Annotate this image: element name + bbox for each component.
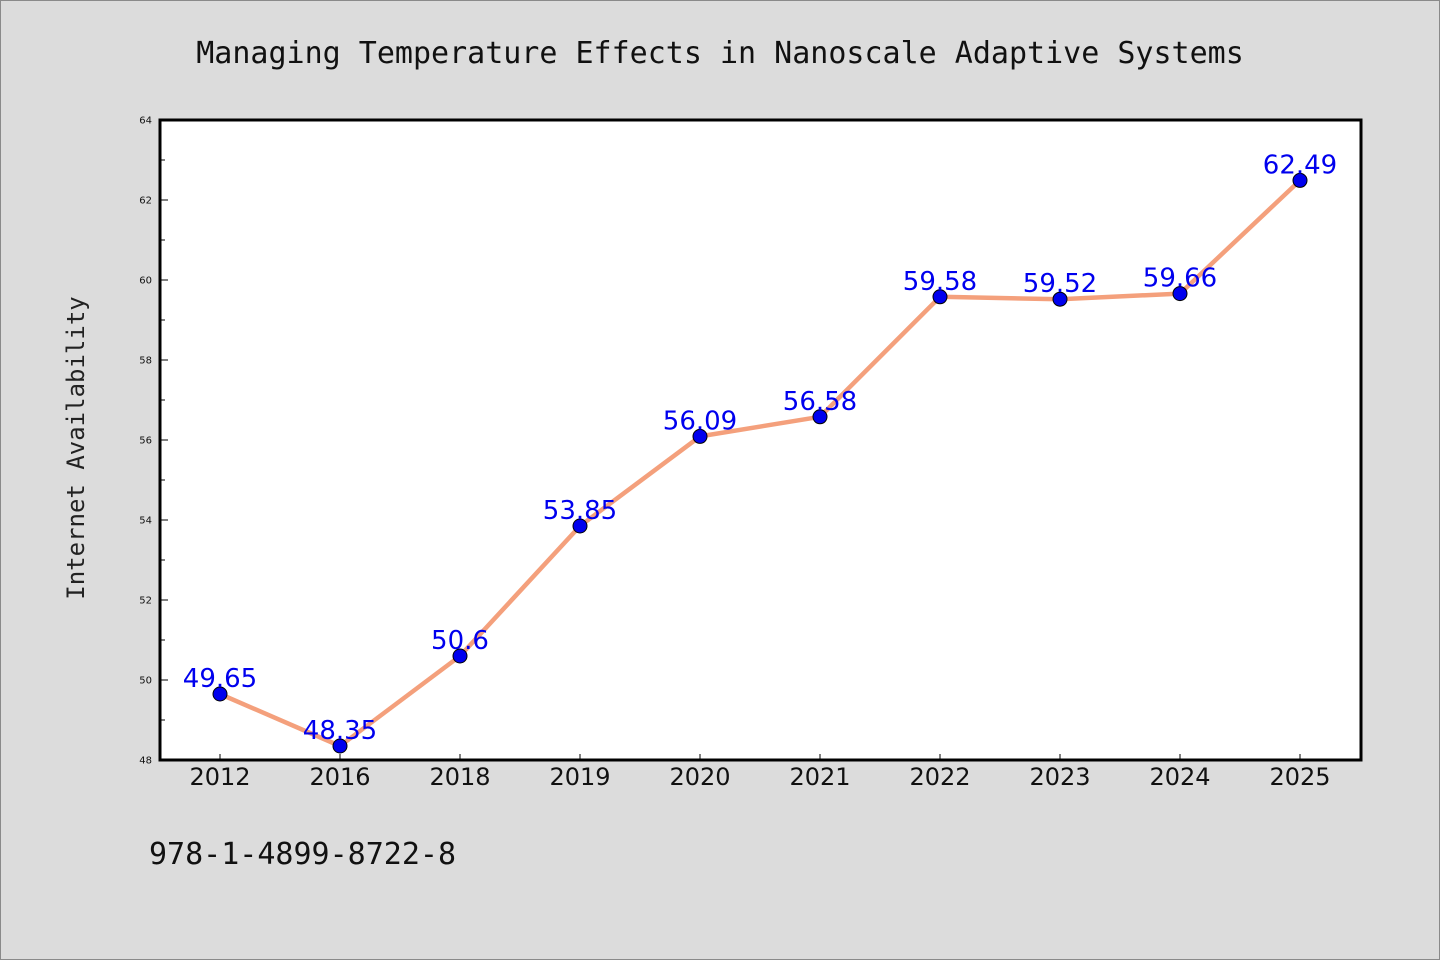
y-tick-label: 54 xyxy=(139,516,152,527)
x-tick-label: 2016 xyxy=(309,763,370,791)
data-point xyxy=(932,289,948,305)
y-tick-label: 52 xyxy=(139,596,152,607)
data-label: 49.65 xyxy=(183,664,257,694)
x-tick-label: 2024 xyxy=(1149,763,1210,791)
markers-layer xyxy=(212,172,1308,754)
data-point xyxy=(452,648,468,664)
series-line xyxy=(217,178,1303,749)
data-point xyxy=(1172,286,1188,302)
x-tick-label: 2025 xyxy=(1269,763,1330,791)
series-line-layer xyxy=(217,178,1303,749)
x-tick-label: 2012 xyxy=(189,763,250,791)
plot-area xyxy=(160,120,1361,760)
data-label: 50.6 xyxy=(431,626,489,656)
data-label: 48.35 xyxy=(303,716,377,746)
y-tick-label: 58 xyxy=(139,356,152,367)
data-label: 59.52 xyxy=(1023,269,1097,299)
y-tick-label: 64 xyxy=(139,116,152,127)
plot-border xyxy=(158,118,1363,762)
data-point xyxy=(812,409,828,425)
x-tick-label: 2020 xyxy=(669,763,730,791)
data-label: 56.58 xyxy=(783,387,857,417)
data-point xyxy=(572,518,588,534)
x-tick-label: 2022 xyxy=(909,763,970,791)
data-point xyxy=(332,738,348,754)
data-labels-layer: 49.65 48.35 50.6 53.85 56.09 56.58 59.58 59.52 5… xyxy=(183,150,1337,746)
x-tick-label: 2018 xyxy=(429,763,490,791)
y-tick-label: 50 xyxy=(139,676,152,687)
x-tick-label: 2019 xyxy=(549,763,610,791)
data-point xyxy=(1052,291,1068,307)
y-tick-label: 48 xyxy=(139,756,152,767)
y-axis-label: Internet Availability xyxy=(62,296,90,599)
chart-title: Managing Temperature Effects in Nanoscal… xyxy=(196,36,1244,71)
data-label: 59.66 xyxy=(1143,264,1217,294)
data-label: 56.09 xyxy=(663,406,737,436)
x-tick-label: 2023 xyxy=(1029,763,1090,791)
data-label: 59.58 xyxy=(903,267,977,297)
data-point xyxy=(212,686,228,702)
data-label: 62.49 xyxy=(1263,150,1337,180)
data-point xyxy=(692,428,708,444)
x-tick-label: 2021 xyxy=(789,763,850,791)
x-axis-ticks: 2012 2016 2018 2019 2020 2021 2022 2023 2024 2025 xyxy=(189,754,1331,791)
y-tick-label: 56 xyxy=(139,436,152,447)
data-label: 53.85 xyxy=(543,496,617,526)
y-tick-label: 60 xyxy=(139,276,152,287)
isbn-footnote: 978-1-4899-8722-8 xyxy=(149,837,456,872)
data-point xyxy=(1292,172,1308,188)
y-tick-label: 62 xyxy=(139,196,152,207)
